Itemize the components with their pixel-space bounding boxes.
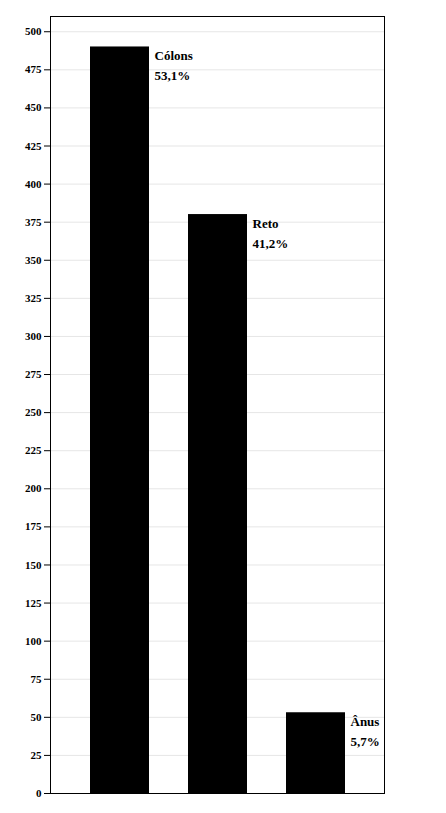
svg-text:425: 425 xyxy=(25,140,42,152)
svg-text:225: 225 xyxy=(25,444,42,456)
svg-text:475: 475 xyxy=(25,63,42,75)
svg-text:5,7%: 5,7% xyxy=(351,734,380,749)
svg-text:150: 150 xyxy=(25,558,42,570)
svg-text:250: 250 xyxy=(25,406,42,418)
svg-text:41,2%: 41,2% xyxy=(253,236,289,251)
svg-text:100: 100 xyxy=(25,635,42,647)
svg-text:375: 375 xyxy=(25,216,42,228)
svg-text:25: 25 xyxy=(31,749,43,761)
svg-text:50: 50 xyxy=(31,711,43,723)
svg-text:300: 300 xyxy=(25,330,42,342)
svg-text:400: 400 xyxy=(25,178,42,190)
svg-text:175: 175 xyxy=(25,520,42,532)
svg-text:500: 500 xyxy=(25,25,42,37)
svg-text:53,1%: 53,1% xyxy=(155,68,191,83)
svg-text:200: 200 xyxy=(25,482,42,494)
svg-text:125: 125 xyxy=(25,597,42,609)
svg-text:450: 450 xyxy=(25,101,42,113)
svg-text:0: 0 xyxy=(36,787,42,799)
svg-text:75: 75 xyxy=(31,673,43,685)
svg-text:Ânus: Ânus xyxy=(351,714,380,729)
svg-text:Cólons: Cólons xyxy=(155,48,193,63)
svg-text:325: 325 xyxy=(25,292,42,304)
svg-text:275: 275 xyxy=(25,368,42,380)
svg-text:350: 350 xyxy=(25,254,42,266)
svg-text:Reto: Reto xyxy=(253,216,279,231)
